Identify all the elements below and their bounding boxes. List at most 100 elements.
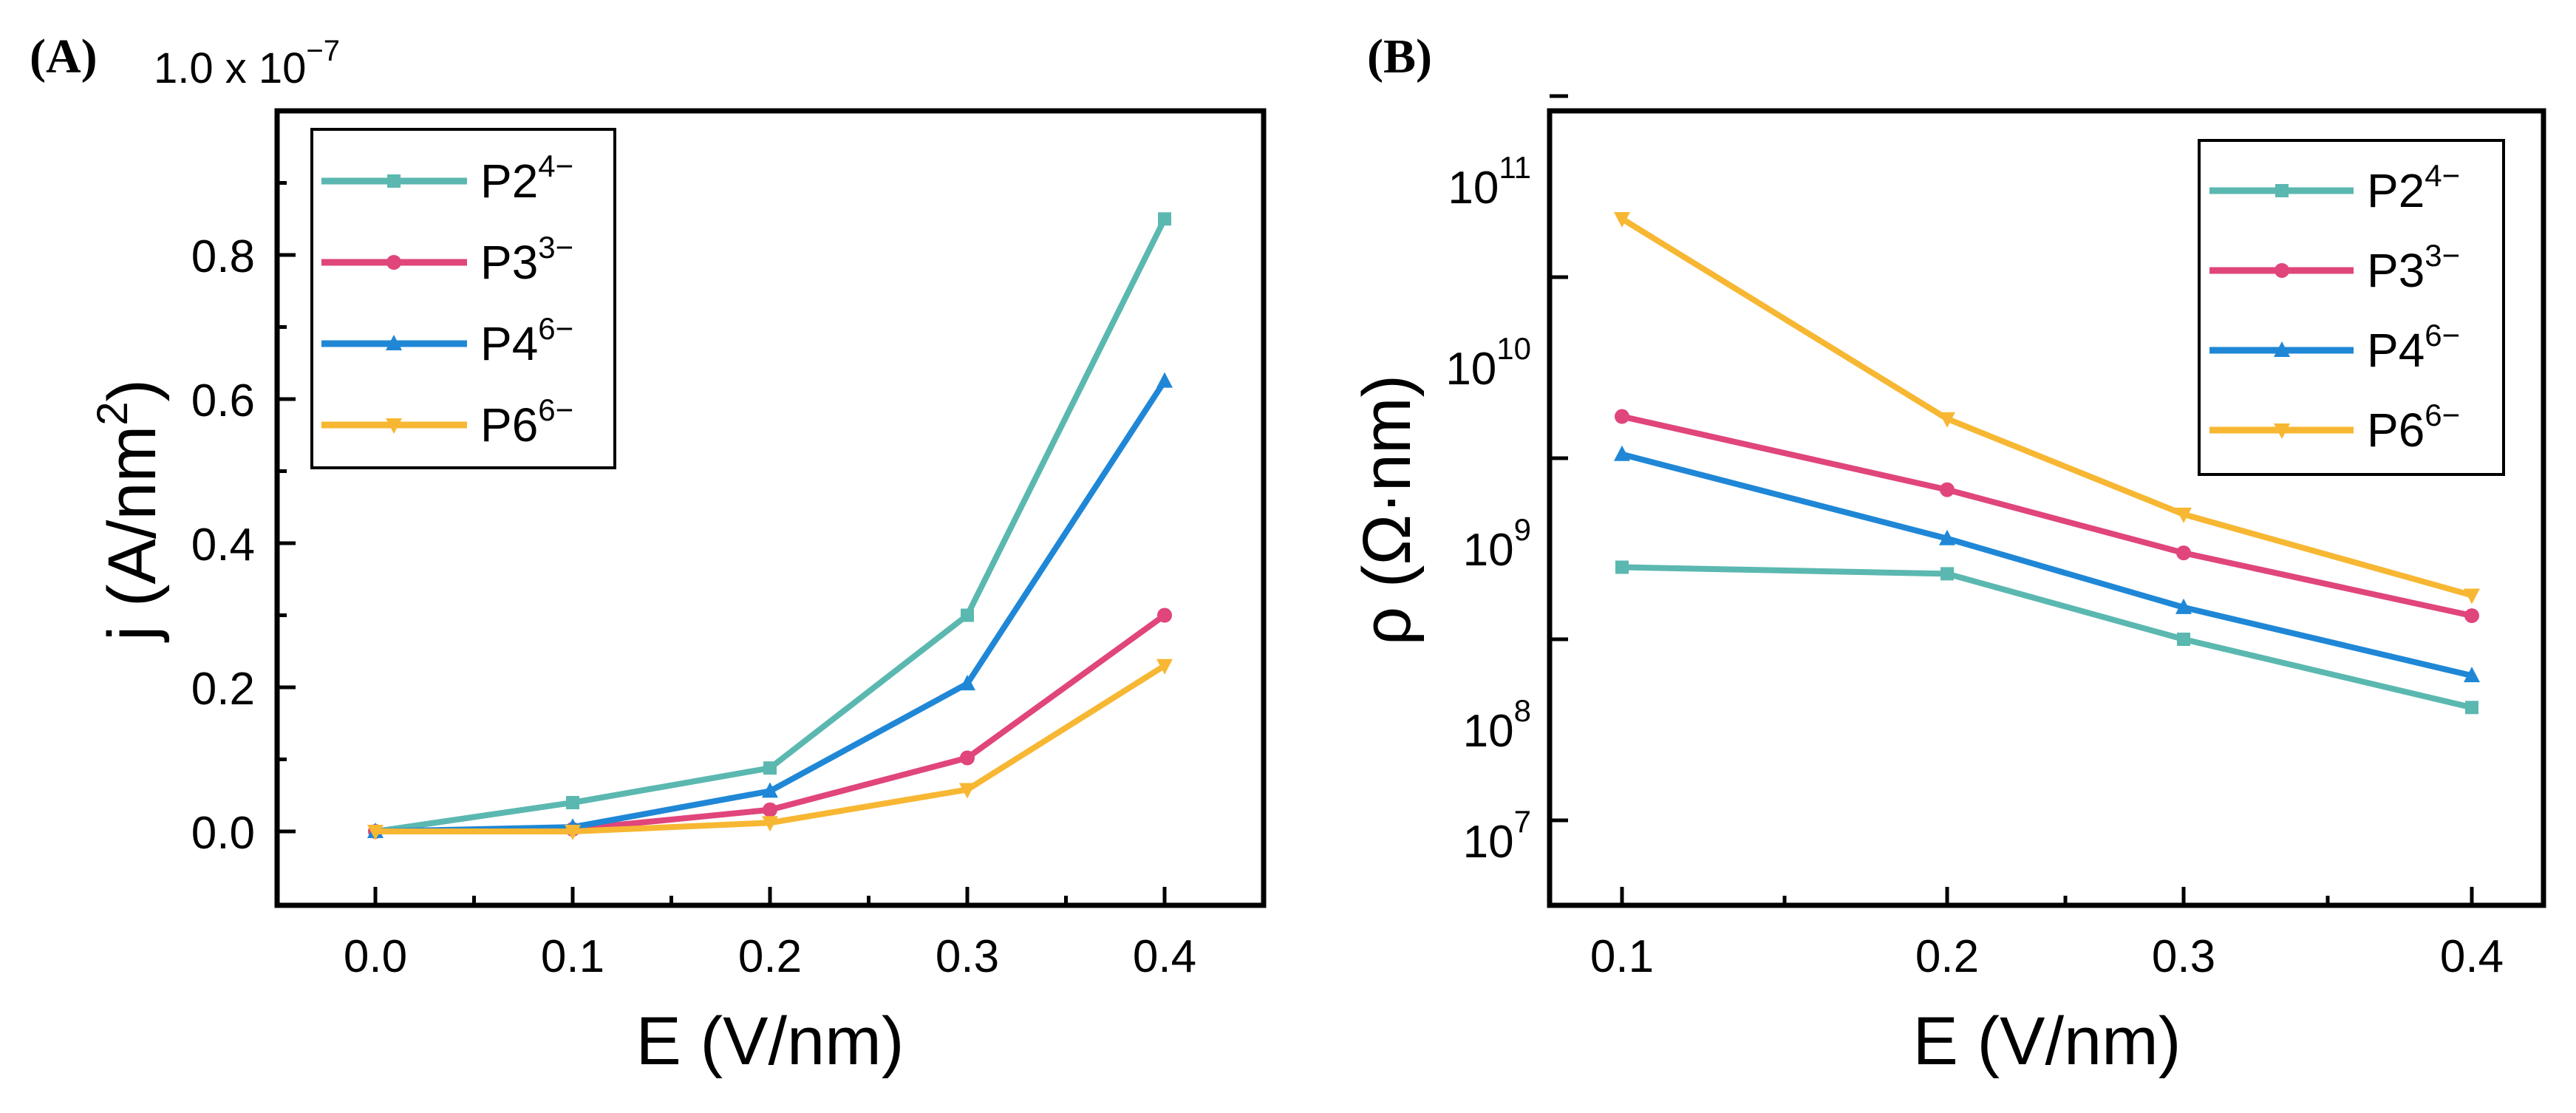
panel-a-data-point-p6 [762, 816, 778, 832]
legend-series-charge: 6− [2425, 398, 2460, 432]
panel-a-y-axis-label-close: ) [95, 379, 170, 402]
panel-a-ticks [277, 181, 1167, 905]
panel-b-data-point-p4 [1939, 529, 1955, 545]
legend-series-name: P3 [2367, 244, 2425, 297]
panel-b-data-point-p6 [1614, 212, 1630, 228]
panel-b-data-point-p3 [2464, 608, 2479, 624]
panel-a-data-point-p6 [959, 783, 975, 799]
panel-a-data-point-p4 [762, 782, 778, 798]
panel-b-y-tick-labels: 107 108 109 1010 1011 [1445, 150, 1531, 868]
panel-a-y-tick-label: 0.4 [191, 520, 255, 571]
panel-a-x-tick-label: 0.3 [936, 931, 999, 982]
panel-b-data-point-p3 [2176, 545, 2191, 561]
panel-a-y-tick-label: 0.0 [191, 808, 255, 859]
panel-b-legend-marker-p6 [2274, 423, 2290, 439]
panel-a-x-tick-label: 0.2 [738, 931, 802, 982]
panel-a-multiplier-base: 1.0 x 10 [154, 44, 306, 92]
panel-a: (A) 1.0 x 10−7 0.0 0.1 0.2 0.3 0.4 0.0 0… [30, 30, 1267, 1079]
panel-b-x-tick-label: 0.2 [1915, 931, 1979, 982]
panel-b-series-line-p2 [1621, 564, 2473, 711]
panel-b-legend-marker-p2 [2275, 184, 2289, 197]
panel-a-data-point-p3 [1157, 607, 1172, 623]
panel-a-data-point-p3 [960, 750, 975, 766]
legend-series-name: P6 [480, 398, 538, 452]
panel-a-multiplier-exp: −7 [306, 35, 340, 67]
legend-series-name: P4 [480, 317, 538, 370]
panel-b-data-point-p4 [2464, 667, 2480, 683]
panel-b-y-tick-base: 10 [1463, 817, 1514, 868]
panel-a-series-line-p3 [375, 613, 1167, 834]
legend-series-charge: 4− [2425, 158, 2460, 193]
panel-a-legend-marker-p2 [387, 174, 401, 188]
panel-b-plot-frame [1547, 108, 2546, 908]
panel-b-x-tick-label: 0.1 [1590, 931, 1654, 982]
panel-a-y-axis-label-sup: 2 [89, 402, 137, 426]
panel-b-legend-marker-p4 [2274, 341, 2290, 357]
panel-a-series [367, 212, 1173, 840]
panel-a-data-point-p2 [961, 608, 974, 622]
panel-b-data-point-p2 [2177, 633, 2190, 646]
panel-b-series-line-p4 [1621, 451, 2473, 679]
panel-a-data-point-p6 [367, 825, 384, 840]
panel-b-y-tick-exp: 10 [1496, 331, 1531, 366]
legend-series-charge: 6− [2425, 318, 2460, 353]
panel-a-label: (A) [30, 30, 98, 84]
panel-b: (B) 0.1 0.2 0.3 0.4 107 108 109 1010 101… [1349, 30, 2546, 1079]
panel-b-data-point-p4 [1614, 445, 1630, 461]
panel-b-legend-label-p6: P66− [2367, 398, 2460, 457]
panel-b-legend-label-p4: P46− [2367, 318, 2460, 377]
panel-b-label: (B) [1367, 30, 1432, 84]
panel-b-data-point-p3 [1615, 409, 1629, 424]
legend-series-charge: 4− [538, 149, 573, 183]
panel-a-legend: P24−P33−P46−P66− [310, 128, 616, 469]
panel-b-legend-label-p2: P24− [2367, 158, 2460, 217]
panel-b-y-axis-label: ρ (Ω·nm) [1349, 375, 1425, 645]
panel-a-legend-marker-p6 [386, 418, 402, 434]
panel-a-x-tick-label: 0.4 [1133, 931, 1196, 982]
panel-a-legend-box [310, 128, 616, 469]
panel-b-data-point-p4 [2175, 598, 2192, 614]
panel-a-data-point-p6 [1156, 658, 1173, 675]
legend-series-name: P6 [2367, 404, 2425, 457]
panel-b-y-tick-label: 108 [1463, 693, 1531, 757]
panel-a-data-point-p2 [1158, 212, 1171, 226]
panel-b-x-tick-label: 0.4 [2440, 931, 2504, 982]
panel-a-data-point-p3 [763, 802, 777, 817]
panel-b-y-tick-exp: 8 [1514, 693, 1531, 728]
panel-b-y-tick-label: 1010 [1445, 331, 1531, 395]
panel-a-x-axis-label: E (V/nm) [636, 1004, 904, 1079]
panel-b-series [1614, 212, 2480, 715]
panel-a-data-point-p6 [565, 825, 581, 840]
legend-series-charge: 6− [538, 311, 573, 346]
panel-b-y-tick-base: 10 [1463, 525, 1514, 576]
legend-series-name: P3 [480, 236, 538, 289]
legend-series-name: P2 [2367, 164, 2425, 217]
panel-a-data-point-p2 [763, 761, 777, 775]
panel-b-legend-label-p3: P33− [2367, 238, 2460, 297]
panel-b-y-tick-base: 10 [1463, 706, 1514, 757]
panel-b-x-tick-labels: 0.1 0.2 0.3 0.4 [1590, 931, 2504, 982]
panel-b-y-tick-base: 10 [1448, 163, 1499, 214]
panel-b-y-tick-exp: 11 [1499, 150, 1531, 185]
panel-b-data-point-p2 [1615, 560, 1629, 574]
panel-a-x-tick-label: 0.0 [344, 931, 407, 982]
panel-b-ticks [1550, 94, 2474, 905]
legend-series-charge: 3− [2425, 238, 2460, 273]
panel-b-data-point-p6 [2175, 507, 2192, 523]
panel-b-legend-box [2198, 139, 2505, 476]
panel-a-legend-label-p4: P46− [480, 311, 573, 370]
panel-b-data-point-p6 [2464, 588, 2480, 605]
panel-b-series-line-p6 [1620, 216, 2473, 599]
panel-b-legend: P24−P33−P46−P66− [2198, 139, 2505, 476]
panel-a-legend-marker-p4 [386, 335, 402, 350]
panel-b-y-tick-base: 10 [1445, 344, 1496, 395]
legend-series-charge: 3− [538, 230, 573, 265]
panel-b-series-line-p3 [1621, 413, 2473, 619]
panel-a-y-tick-label: 0.6 [191, 375, 255, 426]
legend-series-charge: 6− [538, 392, 573, 427]
panel-a-legend-label-p3: P33− [480, 230, 573, 289]
panel-b-data-point-p2 [2465, 701, 2478, 715]
panel-a-y-tick-label: 0.2 [191, 664, 255, 715]
panel-b-legend-marker-p3 [2275, 263, 2289, 278]
